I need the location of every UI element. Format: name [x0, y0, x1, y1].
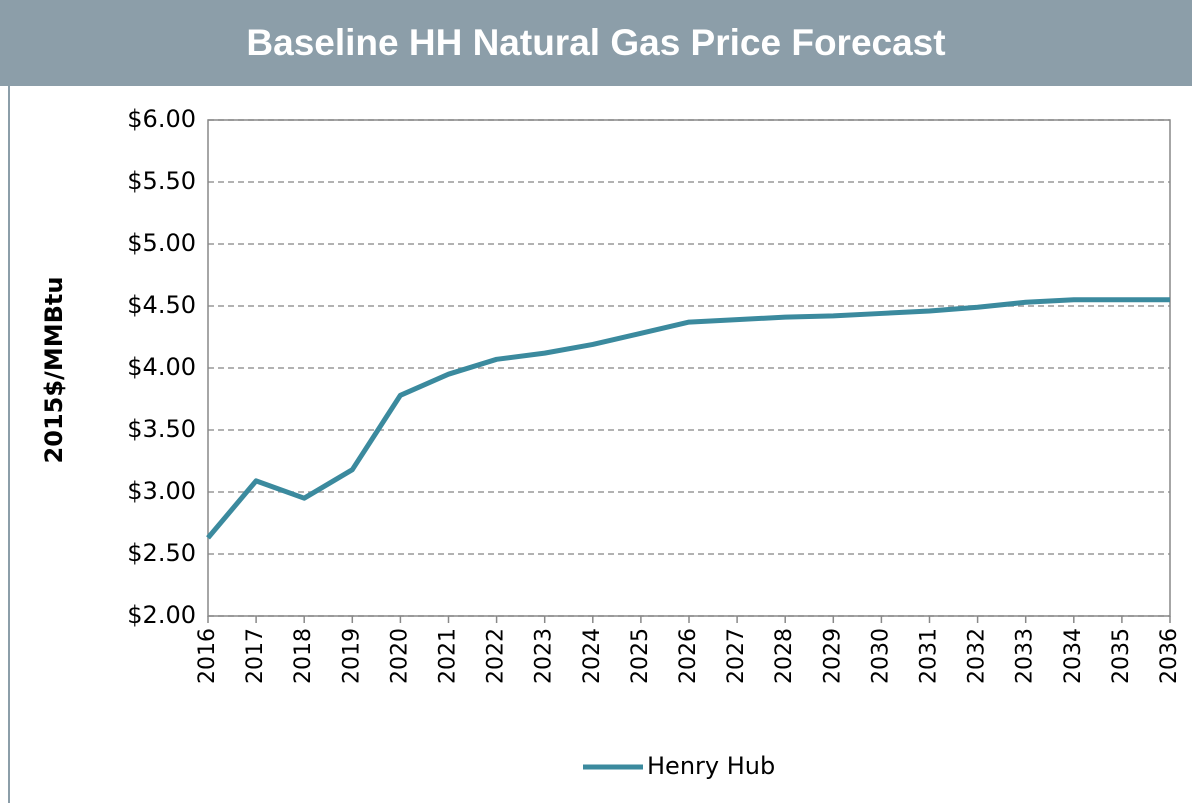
y-axis-label: 2015$/MMBtu — [40, 277, 68, 464]
y-tick-label: $5.00 — [127, 229, 196, 257]
y-tick-label: $4.00 — [127, 353, 196, 381]
y-tick-label: $3.00 — [127, 477, 196, 505]
x-tick-label: 2018 — [291, 628, 316, 684]
x-tick-label: 2025 — [628, 628, 653, 684]
x-tick-label: 2035 — [1109, 628, 1134, 684]
x-tick-label: 2031 — [917, 628, 942, 684]
y-tick-label: $5.50 — [127, 167, 196, 195]
y-tick-label: $3.50 — [127, 415, 196, 443]
x-tick-label: 2027 — [724, 628, 749, 684]
legend-label: Henry Hub — [647, 752, 775, 780]
y-tick-label: $2.00 — [127, 601, 196, 629]
chart-title: Baseline HH Natural Gas Price Forecast — [0, 0, 1192, 86]
data-line — [206, 297, 1170, 540]
x-tick-label: 2030 — [868, 628, 893, 684]
y-tick-label: $4.50 — [127, 291, 196, 319]
x-tick-label: 2029 — [820, 628, 845, 684]
x-tick-label: 2034 — [1061, 628, 1086, 684]
y-tick-label: $6.00 — [127, 105, 196, 133]
x-tick-label: 2032 — [965, 628, 990, 684]
x-tick-label: 2036 — [1157, 628, 1182, 684]
y-tick-label: $2.50 — [127, 539, 196, 567]
x-tick-label: 2017 — [243, 628, 268, 684]
x-tick-label: 2022 — [484, 628, 509, 684]
x-tick-label: 2026 — [676, 628, 701, 684]
x-tick-label: 2023 — [532, 628, 557, 684]
x-tick-label: 2033 — [1013, 628, 1038, 684]
x-tick-label: 2024 — [580, 628, 605, 684]
x-tick-label: 2016 — [195, 628, 220, 684]
x-tick-label: 2021 — [436, 628, 461, 684]
x-tick-label: 2028 — [772, 628, 797, 684]
x-tick-label: 2020 — [387, 628, 412, 684]
x-tick-label: 2019 — [339, 628, 364, 684]
chart-frame — [8, 86, 1192, 803]
